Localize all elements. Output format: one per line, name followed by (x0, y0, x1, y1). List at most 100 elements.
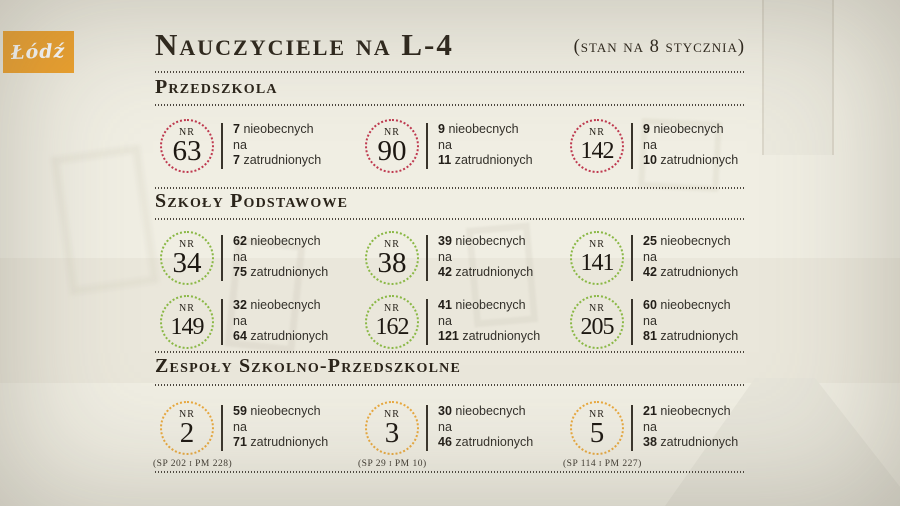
employed-label: zatrudnionych (462, 329, 541, 343)
nr-label: NR (589, 239, 605, 250)
absent-label: nieobecnych (660, 298, 731, 312)
school-number: 162 (375, 314, 410, 340)
badge-stats: 21 nieobecnych na 38 zatrudnionych (643, 401, 738, 451)
absent-count: 41 (438, 298, 452, 312)
dotted-separator (155, 384, 745, 386)
na-label: na (233, 249, 247, 264)
absent-count: 39 (438, 234, 452, 248)
badge-stats: 60 nieobecnych na 81 zatrudnionych (643, 295, 738, 345)
school-badge-nr-2: NR 2 59 nieobecnych na 71 zatrudnionych … (153, 401, 365, 469)
nr-label: NR (384, 409, 400, 420)
school-badge-nr-63: NR 63 7 nieobecnych na 7 zatrudnionych (160, 119, 365, 173)
section-title-szkoly-podstawowe: Szkoły Podstawowe (155, 190, 349, 212)
employed-count: 11 (438, 153, 452, 167)
badge-stats: 39 nieobecnych na 42 zatrudnionych (438, 231, 533, 281)
divider-line (221, 405, 223, 451)
employed-label: zatrudnionych (243, 153, 322, 167)
employed-count: 38 (643, 435, 657, 449)
badge-stats: 9 nieobecnych na 10 zatrudnionych (643, 119, 738, 169)
page-subtitle: (stan na 8 stycznia) (573, 37, 745, 57)
school-number-circle: NR 3 (365, 401, 419, 455)
divider-line (221, 235, 223, 281)
school-number-circle: NR 162 (365, 295, 419, 349)
school-number-circle: NR 34 (160, 231, 214, 285)
employed-count: 121 (438, 329, 459, 343)
absent-label: nieobecnych (653, 122, 724, 136)
employed-count: 46 (438, 435, 452, 449)
nr-label: NR (384, 239, 400, 250)
na-label: na (438, 313, 452, 328)
school-number-circle: NR 2 (160, 401, 214, 455)
employed-count: 7 (233, 153, 240, 167)
school-badge-nr-141: NR 141 25 nieobecnych na 42 zatrudnionyc… (570, 231, 775, 285)
employed-count: 42 (438, 265, 452, 279)
school-badge-nr-205: NR 205 60 nieobecnych na 81 zatrudnionyc… (570, 295, 775, 349)
na-label: na (233, 313, 247, 328)
school-number: 205 (580, 314, 615, 340)
badge-row-przedszkola: NR 63 7 nieobecnych na 7 zatrudnionych N… (160, 119, 775, 173)
employed-label: zatrudnionych (660, 435, 739, 449)
school-badge-nr-34: NR 34 62 nieobecnych na 75 zatrudnionych (160, 231, 365, 285)
school-number: 63 (172, 135, 202, 167)
employed-label: zatrudnionych (454, 153, 533, 167)
school-number: 3 (384, 417, 400, 449)
employed-count: 10 (643, 153, 657, 167)
school-number: 5 (589, 417, 605, 449)
absent-label: nieobecnych (660, 234, 731, 248)
dotted-separator (155, 218, 745, 220)
absent-count: 32 (233, 298, 247, 312)
na-label: na (233, 419, 247, 434)
school-number-circle: NR 149 (160, 295, 214, 349)
nr-label: NR (179, 127, 195, 138)
school-number: 142 (580, 138, 615, 164)
school-number-circle: NR 142 (570, 119, 624, 173)
employed-label: zatrudnionych (455, 265, 534, 279)
nr-label: NR (589, 127, 605, 138)
school-number-circle: NR 5 (570, 401, 624, 455)
school-badge-nr-5: NR 5 21 nieobecnych na 38 zatrudnionych … (563, 401, 775, 469)
divider-line (221, 299, 223, 345)
nr-label: NR (589, 409, 605, 420)
absent-count: 30 (438, 404, 452, 418)
dotted-separator (155, 471, 745, 473)
divider-line (426, 405, 428, 451)
school-number-circle: NR 38 (365, 231, 419, 285)
na-label: na (643, 313, 657, 328)
page-title: Nauczyciele na L-4 (155, 27, 454, 62)
badge-stats: 9 nieobecnych na 11 zatrudnionych (438, 119, 533, 169)
dotted-separator (155, 71, 745, 73)
employed-label: zatrudnionych (660, 265, 739, 279)
nr-label: NR (179, 303, 195, 314)
badge-row-podstawowe-2: NR 149 32 nieobecnych na 64 zatrudnionyc… (160, 295, 775, 349)
school-badge-nr-162: NR 162 41 nieobecnych na 121 zatrudniony… (365, 295, 570, 349)
na-label: na (643, 249, 657, 264)
employed-count: 81 (643, 329, 657, 343)
na-label: na (643, 419, 657, 434)
school-number: 141 (580, 250, 615, 276)
school-badge-nr-3: NR 3 30 nieobecnych na 46 zatrudnionych … (358, 401, 570, 469)
absent-label: nieobecnych (250, 298, 321, 312)
school-badge-nr-149: NR 149 32 nieobecnych na 64 zatrudnionyc… (160, 295, 365, 349)
employed-label: zatrudnionych (250, 435, 329, 449)
school-badge-nr-38: NR 38 39 nieobecnych na 42 zatrudnionych (365, 231, 570, 285)
divider-line (221, 123, 223, 169)
absent-count: 60 (643, 298, 657, 312)
nr-label: NR (589, 303, 605, 314)
na-label: na (438, 419, 452, 434)
badge-caption: (SP 29 i PM 10) (358, 459, 427, 469)
dotted-separator (155, 187, 745, 189)
badge-stats: 7 nieobecnych na 7 zatrudnionych (233, 119, 321, 169)
absent-label: nieobecnych (250, 234, 321, 248)
school-number: 34 (172, 247, 202, 279)
divider-line (631, 235, 633, 281)
absent-count: 59 (233, 404, 247, 418)
ghost-chair-shape (50, 144, 160, 296)
absent-count: 7 (233, 122, 240, 136)
dotted-separator (155, 351, 745, 353)
lodz-logo-text: Łódź (11, 40, 66, 64)
absent-label: nieobecnych (250, 404, 321, 418)
school-number-circle: NR 141 (570, 231, 624, 285)
nr-label: NR (179, 409, 195, 420)
employed-label: zatrudnionych (660, 153, 739, 167)
divider-line (631, 123, 633, 169)
